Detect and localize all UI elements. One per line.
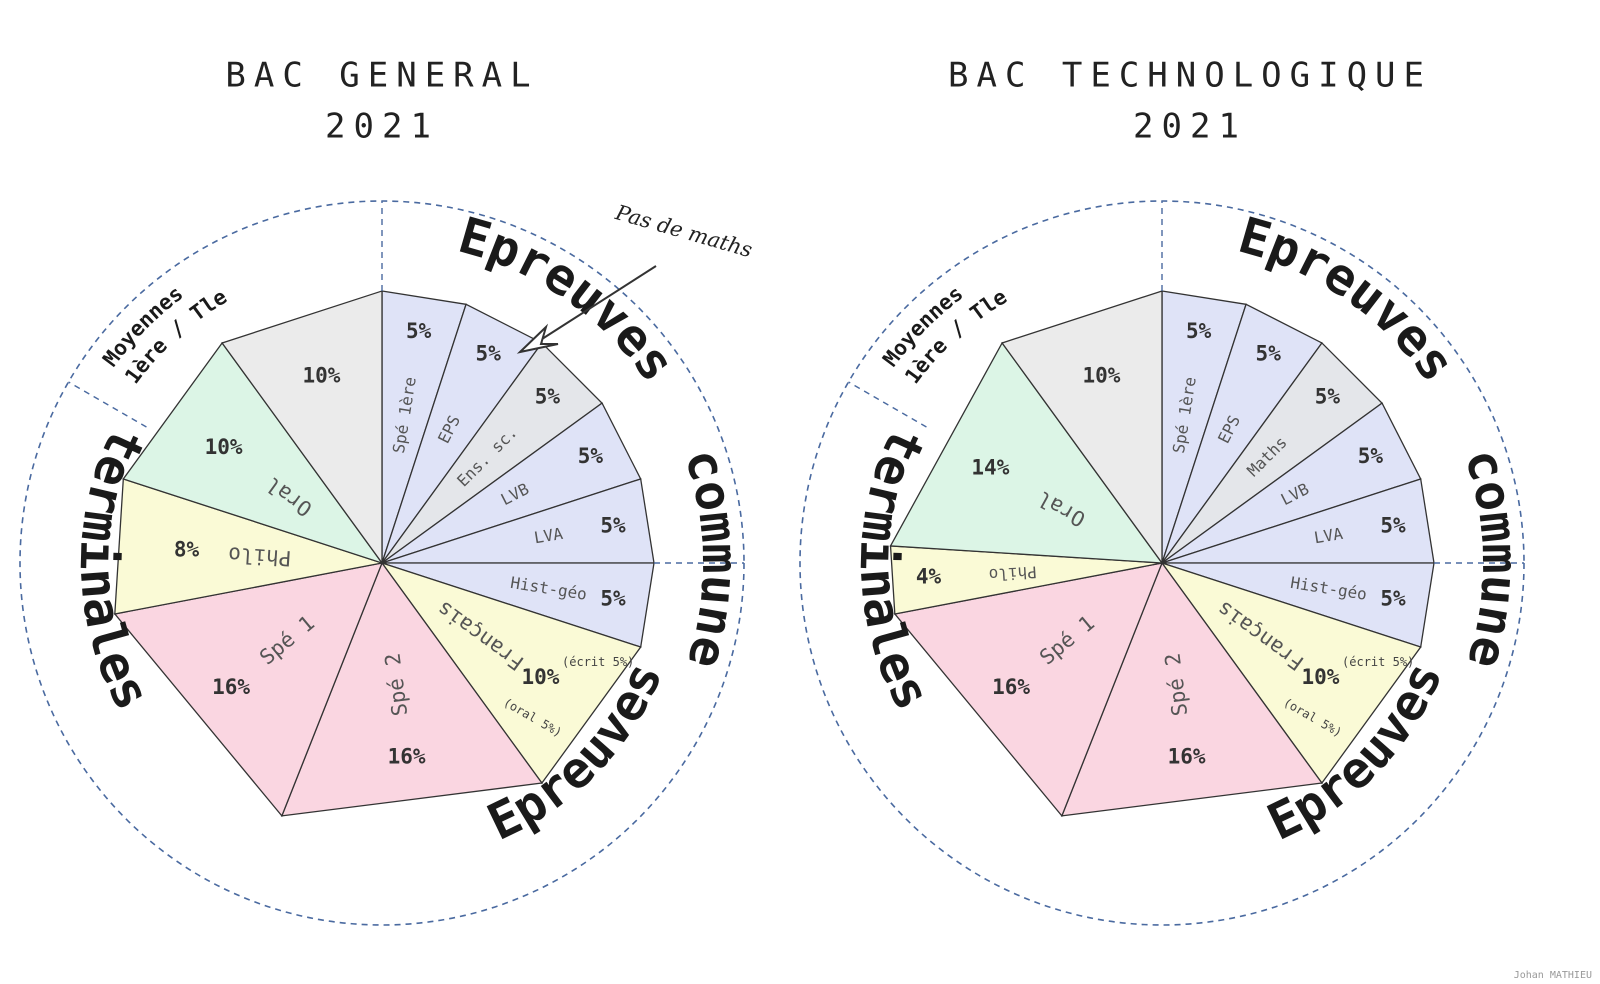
value-label: 5%	[600, 587, 626, 611]
chart-title: BAC GENERAL	[225, 56, 538, 96]
slice-moyennes	[221, 290, 383, 566]
category-label: LVA	[533, 524, 565, 547]
value-label: 5%	[535, 385, 561, 409]
value-label: 5%	[1315, 385, 1341, 409]
value-label: 16%	[1168, 744, 1206, 768]
value-label: 4%	[916, 565, 942, 589]
francais-ecrit-note: (écrit 5%)	[1342, 655, 1414, 669]
category-label: Philo	[988, 562, 1037, 584]
value-label: 16%	[992, 675, 1030, 699]
value-label: 5%	[1186, 319, 1212, 343]
value-label: 10%	[1301, 665, 1339, 689]
category-label: Philo	[227, 542, 292, 570]
value-label: 16%	[388, 744, 426, 768]
author-credit: Johan MATHIEU	[1514, 970, 1592, 981]
value-label: 10%	[205, 435, 243, 459]
chart-year: 2021	[1133, 107, 1247, 147]
ring-separator	[848, 381, 927, 428]
value-label: 5%	[1380, 587, 1406, 611]
chart-year: 2021	[325, 107, 439, 147]
value-label: 16%	[212, 675, 250, 699]
value-label: 5%	[600, 513, 626, 537]
value-label: 5%	[1358, 444, 1384, 468]
annotation-text: Pas de maths	[612, 200, 755, 262]
value-label: 5%	[578, 444, 604, 468]
francais-ecrit-note: (écrit 5%)	[562, 655, 634, 669]
annotation-arrow-shaft	[527, 265, 657, 349]
slice-moyennes	[1001, 290, 1163, 566]
value-label: 10%	[303, 364, 341, 388]
value-label: 10%	[521, 665, 559, 689]
value-label: 5%	[476, 342, 502, 366]
annotation-arrow-head	[516, 323, 559, 354]
value-label: 5%	[406, 319, 432, 343]
ring-separator	[68, 381, 147, 428]
category-label: LVA	[1313, 524, 1345, 547]
value-label: 5%	[1256, 342, 1282, 366]
value-label: 14%	[971, 456, 1009, 480]
value-label: 8%	[174, 538, 200, 562]
value-label: 10%	[1083, 364, 1121, 388]
chart-title: BAC TECHNOLOGIQUE	[948, 56, 1432, 96]
value-label: 5%	[1380, 513, 1406, 537]
